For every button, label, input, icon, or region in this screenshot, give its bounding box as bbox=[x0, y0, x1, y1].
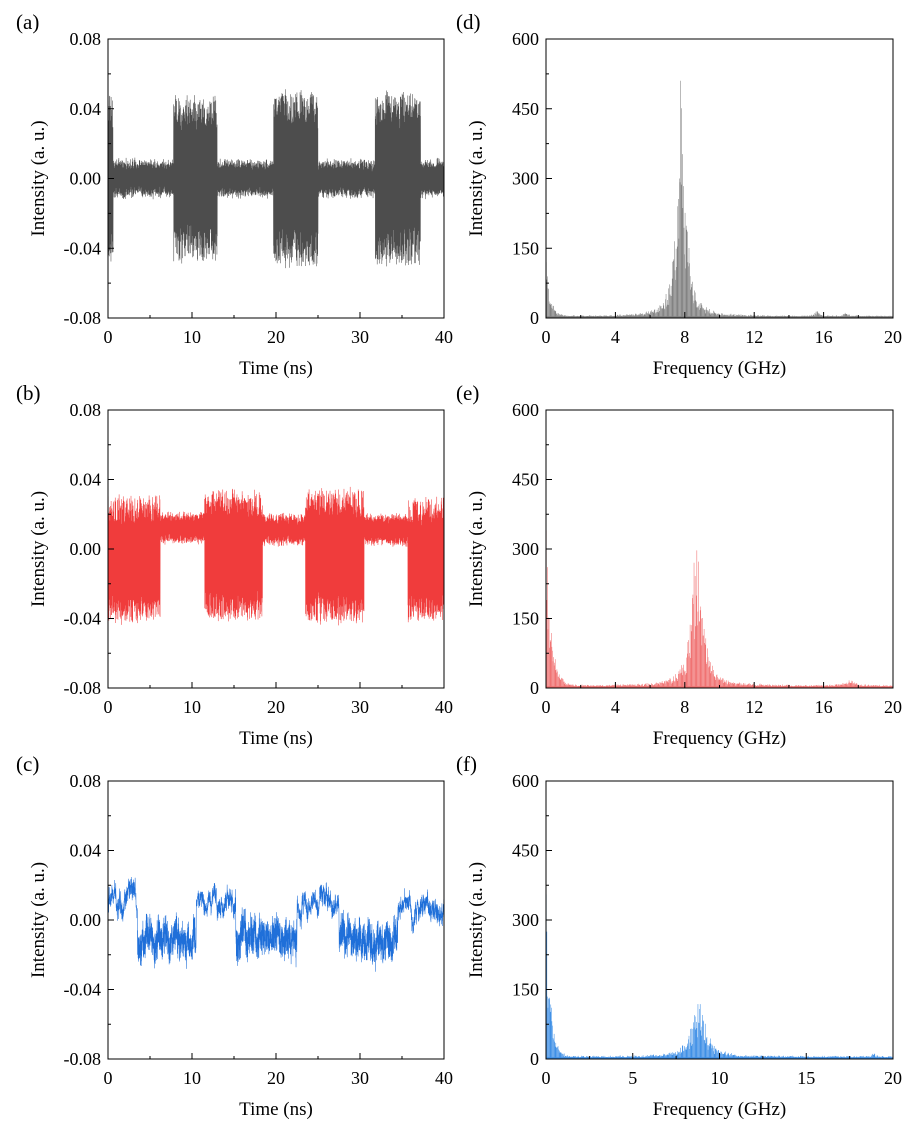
plot-frame bbox=[545, 409, 894, 689]
y-tick-label: 0.08 bbox=[70, 771, 102, 791]
panel-label: (c) bbox=[16, 752, 39, 776]
x-tick-label: 20 bbox=[884, 1068, 902, 1088]
y-tick-label: 300 bbox=[512, 910, 539, 930]
x-tick-label: 40 bbox=[435, 1068, 453, 1088]
x-tick-label: 4 bbox=[611, 327, 620, 347]
x-axis-title: Frequency (GHz) bbox=[653, 1099, 786, 1120]
x-tick-label: 30 bbox=[351, 327, 369, 347]
y-tick-label: -0.08 bbox=[64, 1049, 102, 1069]
y-tick-label: 0 bbox=[530, 308, 539, 328]
x-tick-label: 10 bbox=[183, 697, 201, 717]
y-tick-label: 0.04 bbox=[70, 99, 102, 119]
plot-frame bbox=[545, 38, 894, 319]
x-tick-label: 30 bbox=[351, 697, 369, 717]
panel-label: (d) bbox=[456, 10, 481, 34]
y-tick-label: 0.00 bbox=[70, 539, 102, 559]
x-tick-label: 20 bbox=[884, 697, 902, 717]
spectrum-bars bbox=[546, 530, 893, 688]
x-tick-label: 20 bbox=[884, 327, 902, 347]
y-tick-label: 0.00 bbox=[70, 910, 102, 930]
x-tick-label: 16 bbox=[815, 697, 833, 717]
series-line bbox=[108, 876, 444, 972]
y-tick-label: 600 bbox=[512, 771, 539, 791]
y-tick-label: -0.08 bbox=[64, 678, 102, 698]
x-tick-label: 20 bbox=[267, 1068, 285, 1088]
y-tick-label: 150 bbox=[512, 609, 539, 629]
y-axis-title: Intensity (a. u.) bbox=[28, 491, 49, 607]
x-tick-label: 0 bbox=[542, 327, 551, 347]
x-axis-title: Time (ns) bbox=[239, 1099, 313, 1120]
y-tick-label: 0.04 bbox=[70, 841, 102, 861]
x-tick-label: 12 bbox=[745, 697, 763, 717]
x-tick-label: 8 bbox=[680, 327, 689, 347]
y-tick-label: -0.04 bbox=[64, 238, 102, 258]
y-axis-title: Intensity (a. u.) bbox=[466, 491, 487, 607]
y-axis-title: Intensity (a. u.) bbox=[466, 862, 487, 978]
y-tick-label: 600 bbox=[512, 29, 539, 49]
x-tick-label: 0 bbox=[104, 1068, 113, 1088]
y-axis-title: Intensity (a. u.) bbox=[28, 862, 49, 978]
y-tick-label: 0.08 bbox=[70, 400, 102, 420]
x-tick-label: 20 bbox=[267, 327, 285, 347]
series-line bbox=[108, 89, 444, 269]
y-tick-label: 450 bbox=[512, 470, 539, 490]
x-tick-label: 10 bbox=[183, 1068, 201, 1088]
x-tick-label: 5 bbox=[628, 1068, 637, 1088]
x-tick-label: 16 bbox=[815, 327, 833, 347]
panel-c: 0 10 20 30 40 -0.08 -0.04 0.00 0.04 0.08 Time (ns)… bbox=[16, 752, 453, 1120]
y-tick-label: -0.08 bbox=[64, 308, 102, 328]
x-tick-label: 12 bbox=[745, 327, 763, 347]
x-tick-label: 10 bbox=[183, 327, 201, 347]
x-tick-label: 0 bbox=[104, 697, 113, 717]
y-tick-label: 150 bbox=[512, 238, 539, 258]
y-tick-label: 0.08 bbox=[70, 29, 102, 49]
x-tick-label: 15 bbox=[797, 1068, 815, 1088]
y-tick-label: 450 bbox=[512, 99, 539, 119]
y-tick-label: 300 bbox=[512, 169, 539, 189]
x-tick-label: 40 bbox=[435, 697, 453, 717]
panel-a: 0 10 20 30 40 -0.08 -0.04 0.00 0.04 0.08 Time (ns)… bbox=[16, 10, 453, 379]
y-tick-label: 450 bbox=[512, 841, 539, 861]
y-tick-label: 150 bbox=[512, 980, 539, 1000]
y-axis-title: Intensity (a. u.) bbox=[466, 120, 487, 236]
x-axis-title: Time (ns) bbox=[239, 358, 313, 379]
x-tick-label: 0 bbox=[542, 1068, 551, 1088]
x-tick-label: 4 bbox=[611, 697, 620, 717]
panel-label: (b) bbox=[16, 381, 41, 405]
y-tick-label: 0 bbox=[530, 678, 539, 698]
panel-e: 0 4 8 12 16 20 0 150 300 450 600 Frequency (GHz) Int… bbox=[456, 381, 902, 749]
panel-label: (f) bbox=[456, 752, 477, 776]
y-tick-label: -0.04 bbox=[64, 609, 102, 629]
y-tick-label: 0.04 bbox=[70, 470, 102, 490]
x-tick-label: 8 bbox=[680, 697, 689, 717]
y-tick-label: 600 bbox=[512, 400, 539, 420]
x-axis-title: Frequency (GHz) bbox=[653, 728, 786, 749]
x-axis-title: Frequency (GHz) bbox=[653, 358, 786, 379]
spectrum-bars bbox=[546, 80, 893, 318]
y-tick-label: 0 bbox=[530, 1049, 539, 1069]
panel-b: 0 10 20 30 40 -0.08 -0.04 0.00 0.04 0.08 Time (ns)… bbox=[16, 381, 453, 749]
panel-d: 0 4 8 12 16 20 0 150 300 450 600 Frequency (GHz) Int… bbox=[456, 10, 902, 379]
series-line bbox=[108, 486, 444, 626]
panel-label: (e) bbox=[456, 381, 479, 405]
panel-label: (a) bbox=[16, 10, 39, 34]
x-axis-title: Time (ns) bbox=[239, 728, 313, 749]
x-tick-label: 40 bbox=[435, 327, 453, 347]
x-tick-label: 0 bbox=[542, 697, 551, 717]
x-tick-label: 20 bbox=[267, 697, 285, 717]
x-tick-label: 30 bbox=[351, 1068, 369, 1088]
spectrum-bars bbox=[546, 894, 893, 1059]
panel-f: 0 5 10 15 20 0 150 300 450 600 Frequency (GHz) Inte… bbox=[456, 752, 902, 1120]
x-tick-label: 0 bbox=[104, 327, 113, 347]
y-tick-label: 0.00 bbox=[70, 169, 102, 189]
y-tick-label: -0.04 bbox=[64, 980, 102, 1000]
x-tick-label: 10 bbox=[711, 1068, 729, 1088]
y-axis-title: Intensity (a. u.) bbox=[28, 120, 49, 236]
y-tick-label: 300 bbox=[512, 539, 539, 559]
plot-frame bbox=[545, 780, 894, 1060]
